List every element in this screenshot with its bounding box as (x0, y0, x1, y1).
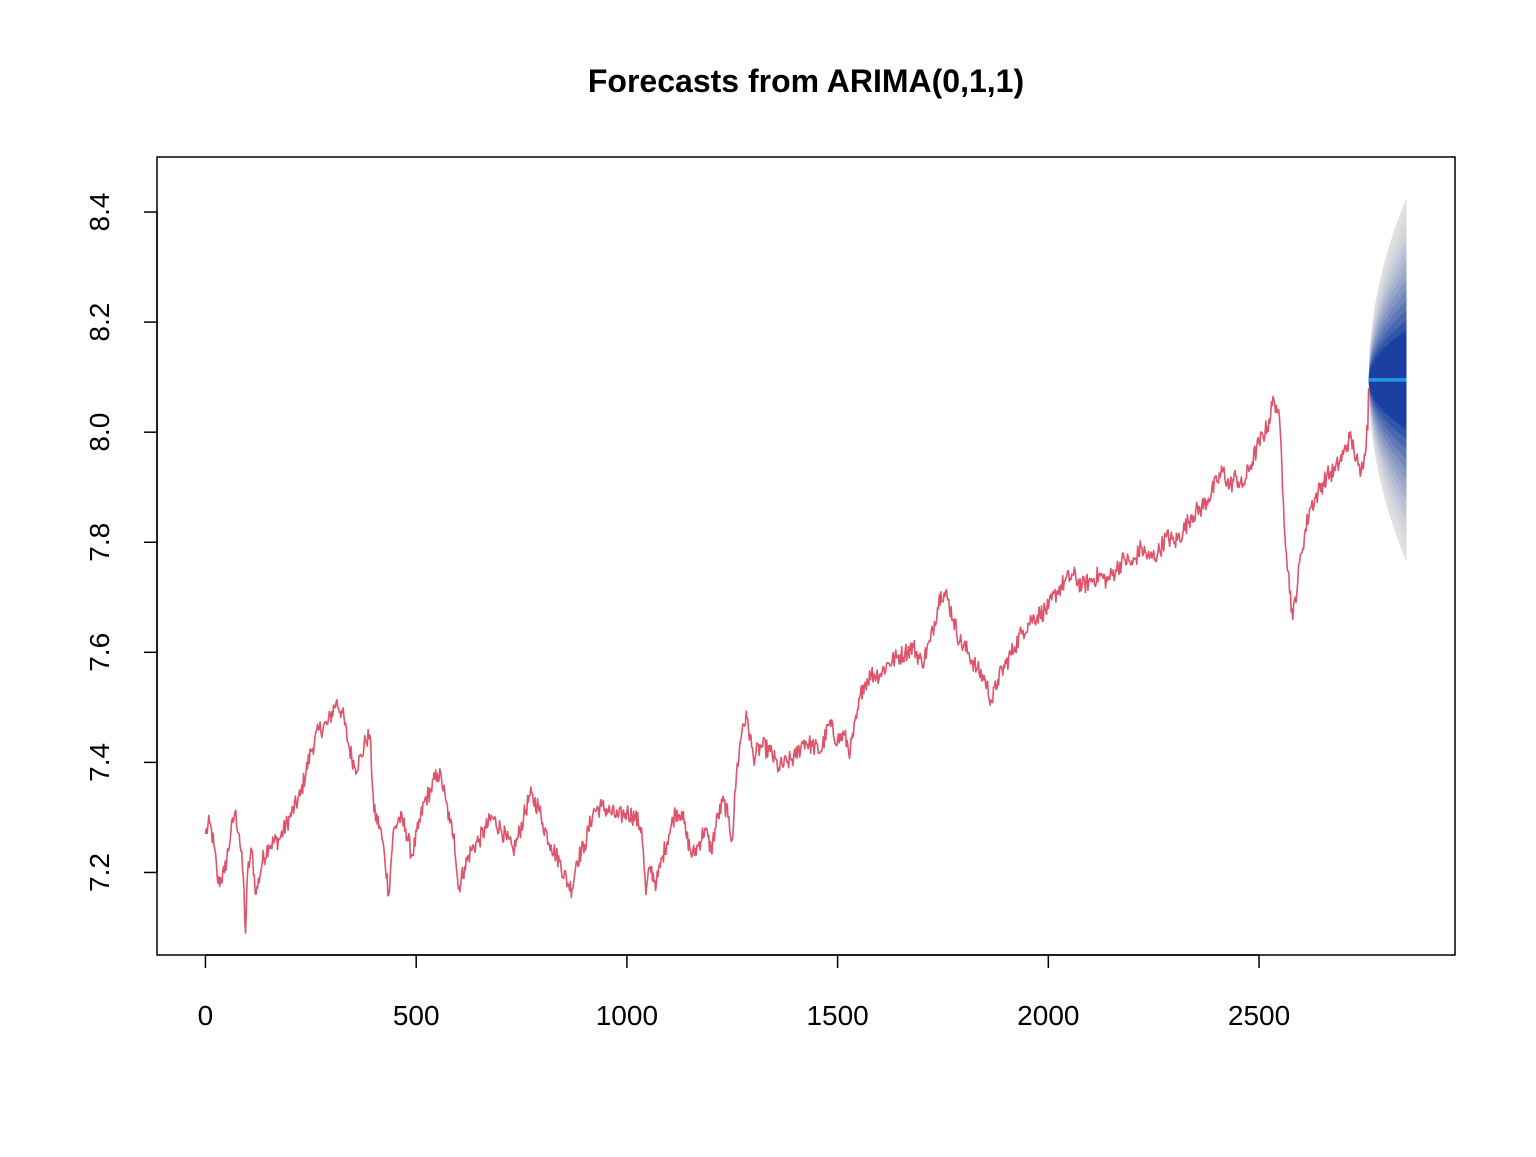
x-tick-label: 0 (198, 1000, 214, 1031)
series-lines (204, 378, 1407, 934)
y-axis: 7.2 7.4 7.6 7.8 8.0 8.2 8.4 (84, 193, 158, 892)
x-tick-label: 2500 (1228, 1000, 1290, 1031)
y-tick-label: 8.0 (84, 413, 115, 452)
y-tick-label: 7.4 (84, 743, 115, 782)
y-tick-label: 8.4 (84, 193, 115, 232)
y-tick-label: 7.6 (84, 633, 115, 672)
chart-title: Forecasts from ARIMA(0,1,1) (588, 63, 1024, 99)
x-tick-label: 2000 (1017, 1000, 1079, 1031)
y-tick-label: 7.8 (84, 523, 115, 562)
y-tick-label: 8.2 (84, 303, 115, 342)
history-series-line (204, 388, 1370, 934)
x-tick-label: 1000 (596, 1000, 658, 1031)
plot-frame (156, 156, 1456, 956)
x-axis: 0 500 1000 1500 2000 2500 (198, 954, 1290, 1031)
x-tick-label: 1500 (806, 1000, 868, 1031)
x-tick-label: 500 (393, 1000, 440, 1031)
y-tick-label: 7.2 (84, 853, 115, 892)
